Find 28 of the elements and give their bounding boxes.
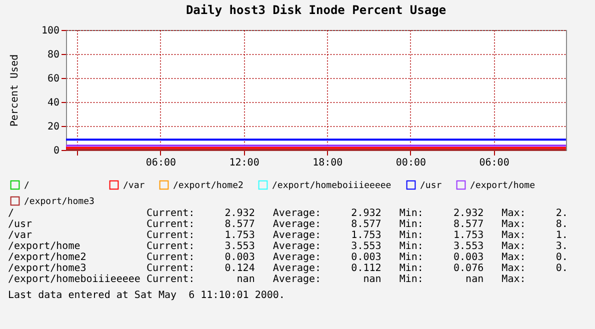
legend-label: / bbox=[24, 181, 30, 191]
legend-label: /export/homeboiiieeeee bbox=[272, 181, 392, 191]
legend-label: /var bbox=[123, 181, 146, 191]
x-tick-label: 18:00 bbox=[312, 158, 343, 168]
text: /export/homeboiiieeeee Current: nan Average: nan Min: nan Max: bbox=[8, 274, 527, 285]
y-tick-label: 80 bbox=[47, 50, 60, 60]
text: /export/home2 Current: 0.003 Average: 0.003 Min: 0.003 Max: 0. bbox=[8, 252, 569, 263]
x-tick-label: 06:00 bbox=[479, 158, 510, 168]
text: /export/home3 Current: 0.124 Average: 0.112 Min: 0.076 Max: 0. bbox=[8, 263, 569, 274]
x-tick-label: 00:00 bbox=[396, 158, 426, 168]
y-tick-label: 0 bbox=[53, 146, 60, 156]
y-tick-label: 40 bbox=[47, 98, 60, 108]
y-axis-title: Percent Used bbox=[9, 54, 20, 127]
y-tick-label: 100 bbox=[41, 26, 60, 36]
legend-label: /export/home bbox=[470, 181, 536, 191]
legend-label: /export/home2 bbox=[173, 181, 244, 191]
chart-title: Daily host3 Disk Inode Percent Usage bbox=[186, 3, 446, 17]
x-tick-label: 12:00 bbox=[229, 158, 260, 168]
text: Last data entered at Sat May 6 11:10:01 2000. bbox=[8, 290, 286, 301]
text: /var Current: 1.753 Average: 1.753 Min: 1.753 Max: 1. bbox=[8, 230, 569, 241]
legend-label: /export/home3 bbox=[24, 197, 94, 207]
legend-label: /usr bbox=[420, 181, 442, 191]
x-tick-label: 06:00 bbox=[146, 158, 176, 168]
text: / Current: 2.932 Average: 2.932 Min: 2.932 Max: 2. bbox=[8, 208, 569, 219]
text: /export/home Current: 3.553 Average: 3.553 Min: 3.553 Max: 3. bbox=[8, 241, 569, 252]
y-tick-label: 20 bbox=[47, 122, 60, 132]
text: /usr Current: 8.577 Average: 8.577 Min: 8.577 Max: 8. bbox=[8, 219, 569, 230]
y-tick-label: 60 bbox=[47, 74, 60, 84]
